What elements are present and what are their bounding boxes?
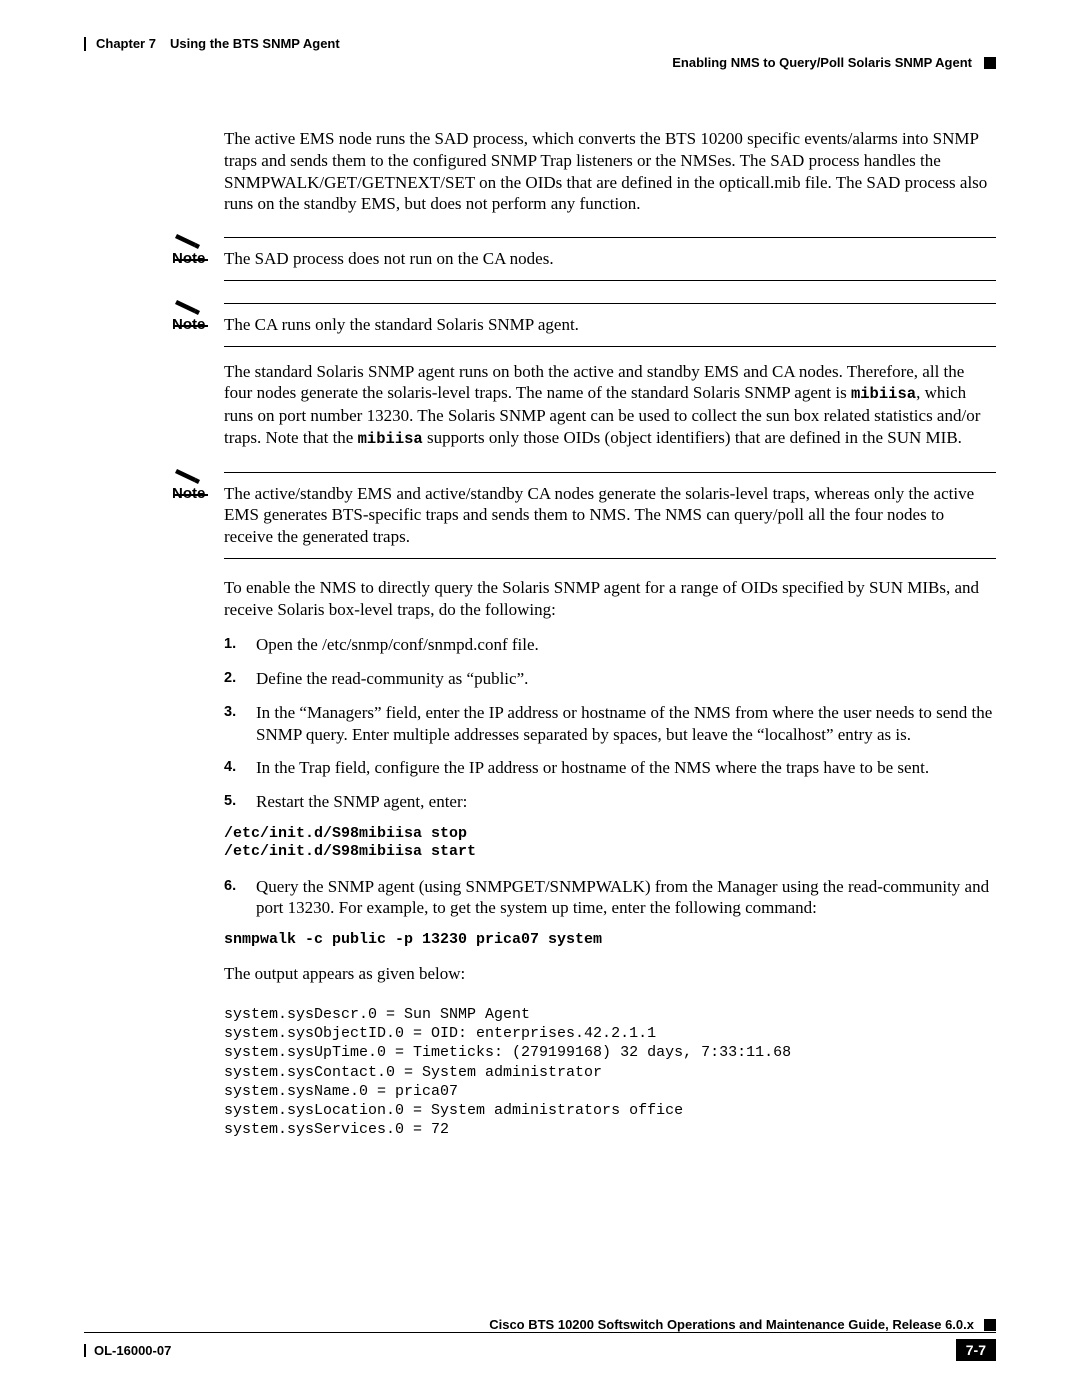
- footer-book-title: Cisco BTS 10200 Softswitch Operations an…: [84, 1317, 974, 1332]
- step-text: In the Trap field, configure the IP addr…: [256, 758, 929, 777]
- header-end-box-icon: [984, 57, 996, 69]
- pencil-icon: [174, 297, 204, 321]
- footer-row-title: Cisco BTS 10200 Softswitch Operations an…: [84, 1317, 996, 1332]
- procedure-steps: 1. Open the /etc/snmp/conf/snmpd.conf fi…: [224, 634, 996, 813]
- note-row: Note The CA runs only the standard Solar…: [224, 314, 996, 336]
- note-rule-top: [224, 237, 996, 238]
- footer-row-meta: OL-16000-07 7-7: [84, 1339, 996, 1361]
- step-5: 5. Restart the SNMP agent, enter:: [224, 791, 996, 813]
- footer-end-box-icon: [984, 1319, 996, 1331]
- step-3: 3. In the “Managers” field, enter the IP…: [224, 702, 996, 746]
- running-header-section: Enabling NMS to Query/Poll Solaris SNMP …: [84, 55, 996, 70]
- intro-paragraph: The active EMS node runs the SAD process…: [224, 128, 996, 215]
- note-rule-bottom: [224, 280, 996, 281]
- step-2: 2. Define the read-community as “public”…: [224, 668, 996, 690]
- note-block-1: Note The SAD process does not run on the…: [224, 237, 996, 281]
- step-text: In the “Managers” field, enter the IP ad…: [256, 703, 992, 744]
- step-6: 6. Query the SNMP agent (using SNMPGET/S…: [224, 876, 996, 920]
- body-column: The active EMS node runs the SAD process…: [224, 128, 996, 1139]
- note-block-3: Note The active/standby EMS and active/s…: [224, 472, 996, 559]
- text-run: supports only those OIDs (object identif…: [423, 428, 962, 447]
- page: Chapter 7 Using the BTS SNMP Agent Enabl…: [0, 0, 1080, 1397]
- step-text: Restart the SNMP agent, enter:: [256, 792, 467, 811]
- command-restart: /etc/init.d/S98mibiisa stop /etc/init.d/…: [224, 825, 996, 862]
- header-rule-icon: [84, 37, 86, 51]
- footer-rule-icon: [84, 1344, 86, 1357]
- doc-id-text: OL-16000-07: [94, 1343, 171, 1358]
- procedure-steps-cont: 6. Query the SNMP agent (using SNMPGET/S…: [224, 876, 996, 920]
- step-text: Query the SNMP agent (using SNMPGET/SNMP…: [256, 877, 989, 918]
- note-text: The CA runs only the standard Solaris SN…: [224, 314, 579, 336]
- footer-rule: [84, 1332, 996, 1333]
- note-rule-bottom: [224, 558, 996, 559]
- solaris-agent-paragraph: The standard Solaris SNMP agent runs on …: [224, 361, 996, 450]
- note-text: The SAD process does not run on the CA n…: [224, 248, 554, 270]
- note-row: Note The active/standby EMS and active/s…: [224, 483, 996, 548]
- step-1: 1. Open the /etc/snmp/conf/snmpd.conf fi…: [224, 634, 996, 656]
- chapter-title: Using the BTS SNMP Agent: [170, 36, 340, 51]
- output-intro: The output appears as given below:: [224, 963, 996, 985]
- page-number-badge: 7-7: [956, 1339, 996, 1361]
- chapter-label: Chapter 7: [96, 36, 156, 51]
- command-output: system.sysDescr.0 = Sun SNMP Agent syste…: [224, 1005, 996, 1139]
- step-number: 3.: [224, 703, 236, 722]
- step-number: 2.: [224, 669, 236, 688]
- step-4: 4. In the Trap field, configure the IP a…: [224, 757, 996, 779]
- note-text: The active/standby EMS and active/standb…: [224, 483, 996, 548]
- note-row: Note The SAD process does not run on the…: [224, 248, 996, 270]
- code-inline-mibiisa: mibiisa: [851, 385, 916, 403]
- note-rule-top: [224, 303, 996, 304]
- running-header-top: Chapter 7 Using the BTS SNMP Agent: [84, 36, 996, 51]
- step-number: 1.: [224, 635, 236, 654]
- step-text: Open the /etc/snmp/conf/snmpd.conf file.: [256, 635, 539, 654]
- note-block-2: Note The CA runs only the standard Solar…: [224, 303, 996, 347]
- note-rule-top: [224, 472, 996, 473]
- page-footer: Cisco BTS 10200 Softswitch Operations an…: [84, 1317, 996, 1361]
- pencil-icon: [174, 231, 204, 255]
- note-rule-bottom: [224, 346, 996, 347]
- step-number: 4.: [224, 758, 236, 777]
- step-number: 6.: [224, 877, 236, 896]
- footer-doc-id: OL-16000-07: [84, 1343, 171, 1358]
- pencil-icon: [174, 466, 204, 490]
- note-icon-rule: [174, 259, 208, 261]
- enable-paragraph: To enable the NMS to directly query the …: [224, 577, 996, 621]
- step-number: 5.: [224, 792, 236, 811]
- section-title: Enabling NMS to Query/Poll Solaris SNMP …: [672, 55, 972, 70]
- code-inline-mibiisa: mibiisa: [358, 430, 423, 448]
- step-text: Define the read-community as “public”.: [256, 669, 528, 688]
- command-snmpwalk: snmpwalk -c public -p 13230 prica07 syst…: [224, 931, 996, 949]
- note-icon-rule: [174, 325, 208, 327]
- note-icon-rule: [174, 494, 208, 496]
